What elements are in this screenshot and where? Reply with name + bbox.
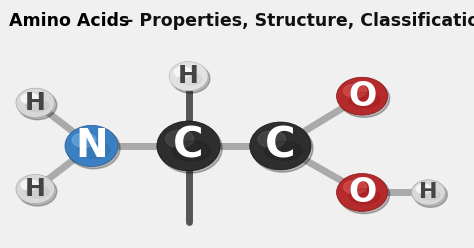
Ellipse shape [349, 189, 380, 204]
Text: C: C [265, 125, 296, 167]
Ellipse shape [78, 142, 110, 158]
Ellipse shape [159, 123, 222, 173]
Text: Amino Acids: Amino Acids [9, 12, 130, 31]
Ellipse shape [21, 180, 39, 190]
Ellipse shape [337, 77, 388, 115]
Ellipse shape [16, 175, 55, 204]
Ellipse shape [26, 100, 49, 112]
Ellipse shape [179, 73, 202, 85]
Ellipse shape [420, 190, 440, 200]
Text: H: H [419, 183, 438, 202]
Ellipse shape [265, 141, 302, 160]
Ellipse shape [173, 141, 210, 161]
Ellipse shape [250, 122, 311, 170]
Ellipse shape [411, 180, 445, 205]
Text: O: O [348, 80, 376, 113]
Text: N: N [75, 127, 108, 165]
Ellipse shape [349, 92, 380, 107]
Ellipse shape [72, 133, 96, 147]
Ellipse shape [171, 64, 210, 93]
Ellipse shape [67, 128, 120, 169]
Ellipse shape [21, 93, 39, 104]
Ellipse shape [16, 88, 55, 117]
Ellipse shape [18, 91, 57, 120]
Ellipse shape [344, 84, 366, 97]
Text: H: H [25, 177, 46, 201]
Ellipse shape [65, 125, 118, 166]
Text: H: H [178, 64, 199, 88]
Ellipse shape [252, 124, 313, 172]
Ellipse shape [416, 185, 431, 193]
Ellipse shape [338, 80, 390, 117]
Ellipse shape [338, 176, 390, 214]
Ellipse shape [258, 131, 286, 148]
Ellipse shape [18, 177, 57, 206]
Text: H: H [25, 91, 46, 115]
Ellipse shape [344, 181, 366, 194]
Ellipse shape [165, 130, 194, 148]
Ellipse shape [157, 121, 220, 171]
Ellipse shape [337, 174, 388, 211]
Ellipse shape [414, 182, 447, 207]
Ellipse shape [169, 62, 208, 91]
Ellipse shape [174, 67, 192, 77]
Text: - Properties, Structure, Classification, Functions: - Properties, Structure, Classification,… [126, 12, 474, 31]
Ellipse shape [26, 186, 49, 198]
Text: O: O [348, 176, 376, 209]
Text: C: C [173, 125, 204, 167]
